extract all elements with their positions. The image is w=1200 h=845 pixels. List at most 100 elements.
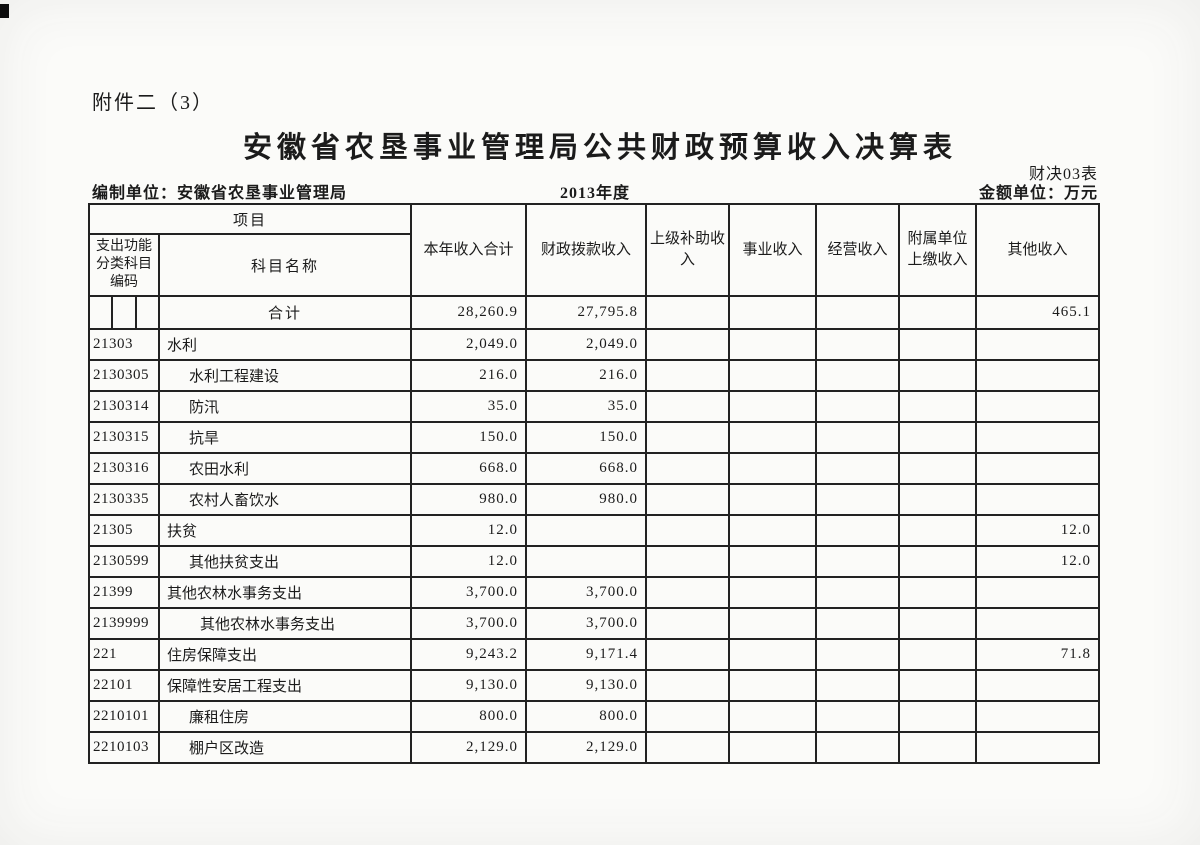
cell-other — [975, 390, 1101, 423]
cell-business — [728, 452, 818, 485]
cell-business — [728, 669, 818, 702]
cell-other — [975, 483, 1101, 516]
cell-business — [728, 359, 818, 392]
cell-business — [728, 545, 818, 578]
cell-fiscal: 216.0 — [525, 359, 648, 392]
cell-fiscal: 3,700.0 — [525, 576, 648, 609]
cell-other — [975, 669, 1101, 702]
cell-other: 71.8 — [975, 638, 1101, 671]
cell-other: 12.0 — [975, 514, 1101, 547]
cell-superior — [645, 545, 731, 578]
cell-business — [728, 731, 818, 764]
cell-affiliated — [898, 669, 978, 702]
cell-affiliated — [898, 390, 978, 423]
table-row: 2130315 抗旱 150.0 150.0 — [88, 421, 1101, 454]
cell-other — [975, 700, 1101, 733]
cell-code: 2130335 — [88, 483, 160, 516]
cell-total: 668.0 — [410, 452, 528, 485]
cell-operating — [815, 328, 901, 361]
cell-name: 防汛 — [157, 390, 413, 423]
cell-affiliated — [898, 421, 978, 454]
cell-total: 3,700.0 — [410, 576, 528, 609]
code-subcell — [111, 298, 134, 327]
cell-operating — [815, 483, 901, 516]
code-subcell — [134, 298, 157, 327]
cell-affiliated — [898, 607, 978, 640]
header-code: 支出功能分类科目编码 — [88, 233, 160, 297]
cell-superior — [645, 700, 731, 733]
cell-affiliated — [898, 514, 978, 547]
cell-affiliated — [898, 731, 978, 764]
cell-total: 216.0 — [410, 359, 528, 392]
cell-other — [975, 359, 1101, 392]
page-title: 安徽省农垦事业管理局公共财政预算收入决算表 — [242, 132, 957, 164]
cell-other — [975, 421, 1101, 454]
cell-name: 其他扶贫支出 — [157, 545, 413, 578]
header-col-other: 其他收入 — [975, 203, 1101, 297]
cell-code: 221 — [88, 638, 160, 671]
cell-code: 21305 — [88, 514, 160, 547]
meta-row: 编制单位：安徽省农垦事业管理局 2013年度 金额单位：万元 — [92, 179, 1098, 203]
cell-business — [728, 576, 818, 609]
cell-total: 28,260.9 — [410, 295, 528, 330]
table-row: 2130335 农村人畜饮水 980.0 980.0 — [88, 483, 1101, 516]
cell-fiscal — [525, 545, 648, 578]
cell-other — [975, 576, 1101, 609]
cell-name: 农田水利 — [157, 452, 413, 485]
cell-code: 22101 — [88, 669, 160, 702]
cell-superior — [645, 731, 731, 764]
cell-code: 2210103 — [88, 731, 160, 764]
cell-fiscal: 9,171.4 — [525, 638, 648, 671]
cell-superior — [645, 514, 731, 547]
header-project: 项目 — [87, 203, 413, 235]
scan-artifact-mark — [0, 4, 9, 18]
cell-code: 2130316 — [88, 452, 160, 485]
cell-superior — [645, 452, 731, 485]
cell-affiliated — [898, 638, 978, 671]
cell-affiliated — [898, 545, 978, 578]
cell-fiscal: 980.0 — [525, 483, 648, 516]
cell-operating — [815, 452, 901, 485]
cell-business — [728, 390, 818, 423]
cell-total: 3,700.0 — [410, 607, 528, 640]
cell-total: 980.0 — [410, 483, 528, 516]
cell-total: 9,243.2 — [410, 638, 528, 671]
cell-fiscal: 3,700.0 — [525, 607, 648, 640]
cell-name: 廉租住房 — [157, 700, 413, 733]
cell-name: 棚户区改造 — [157, 731, 413, 764]
header-col-business: 事业收入 — [728, 203, 818, 297]
cell-operating — [815, 669, 901, 702]
cell-operating — [815, 295, 901, 330]
table-row: 2139999 其他农林水事务支出 3,700.0 3,700.0 — [88, 607, 1101, 640]
cell-total: 35.0 — [410, 390, 528, 423]
cell-fiscal: 9,130.0 — [525, 669, 648, 702]
table-row: 合计 28,260.9 27,795.8 465.1 — [88, 295, 1101, 330]
attachment-label: 附件二（3） — [92, 92, 214, 114]
cell-superior — [645, 390, 731, 423]
table-row: 2130314 防汛 35.0 35.0 — [88, 390, 1101, 423]
cell-name: 水利工程建设 — [157, 359, 413, 392]
cell-operating — [815, 421, 901, 454]
cell-affiliated — [898, 452, 978, 485]
cell-operating — [815, 359, 901, 392]
cell-name: 扶贫 — [157, 514, 413, 547]
cell-name: 水利 — [157, 328, 413, 361]
cell-business — [728, 328, 818, 361]
cell-name: 抗旱 — [157, 421, 413, 454]
table-row: 21303 水利 2,049.0 2,049.0 — [88, 328, 1101, 361]
cell-business — [728, 607, 818, 640]
cell-operating — [815, 390, 901, 423]
cell-code: 21303 — [88, 328, 160, 361]
cell-superior — [645, 483, 731, 516]
cell-operating — [815, 700, 901, 733]
code-subcells — [91, 298, 157, 327]
cell-affiliated — [898, 576, 978, 609]
cell-other: 12.0 — [975, 545, 1101, 578]
cell-operating — [815, 514, 901, 547]
header-col-affiliated: 附属单位上缴收入 — [898, 203, 978, 297]
cell-superior — [645, 607, 731, 640]
unit-label: 金额单位：万元 — [978, 185, 1098, 202]
cell-superior — [645, 638, 731, 671]
cell-name: 农村人畜饮水 — [157, 483, 413, 516]
header-col-operating: 经营收入 — [815, 203, 901, 297]
